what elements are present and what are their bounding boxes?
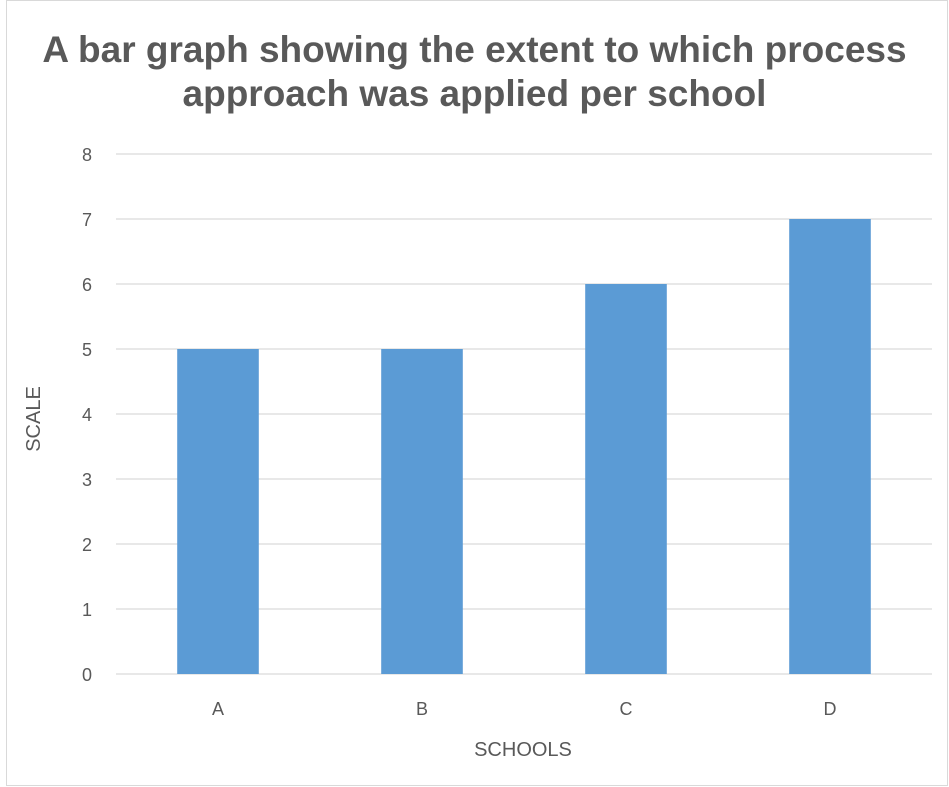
y-tick-label: 2 — [82, 535, 92, 555]
y-tick-label: 1 — [82, 600, 92, 620]
y-tick-label: 7 — [82, 210, 92, 230]
x-tick-label: A — [212, 699, 224, 719]
bar-C — [585, 284, 667, 674]
x-tick-label: B — [416, 699, 428, 719]
y-axis-ticks: 0 1 2 3 4 5 6 7 8 — [82, 145, 92, 685]
y-axis-label: SCALE — [23, 386, 45, 452]
bars — [177, 219, 871, 674]
x-tick-label: D — [824, 699, 837, 719]
chart-title: A bar graph showing the extent to which … — [0, 28, 949, 116]
y-tick-label: 6 — [82, 275, 92, 295]
bar-A — [177, 349, 259, 674]
chart-title-line-2: approach was applied per school — [182, 73, 767, 114]
y-tick-label: 4 — [82, 405, 92, 425]
bar-B — [381, 349, 463, 674]
y-tick-label: 5 — [82, 340, 92, 360]
x-tick-label: C — [620, 699, 633, 719]
chart-title-line-1: A bar graph showing the extent to which … — [42, 29, 907, 70]
y-tick-label: 3 — [82, 470, 92, 490]
y-tick-label: 0 — [82, 665, 92, 685]
x-axis-ticks: A B C D — [212, 699, 837, 719]
bar-D — [789, 219, 871, 674]
x-axis-label: SCHOOLS — [474, 739, 572, 761]
y-tick-label: 8 — [82, 145, 92, 165]
